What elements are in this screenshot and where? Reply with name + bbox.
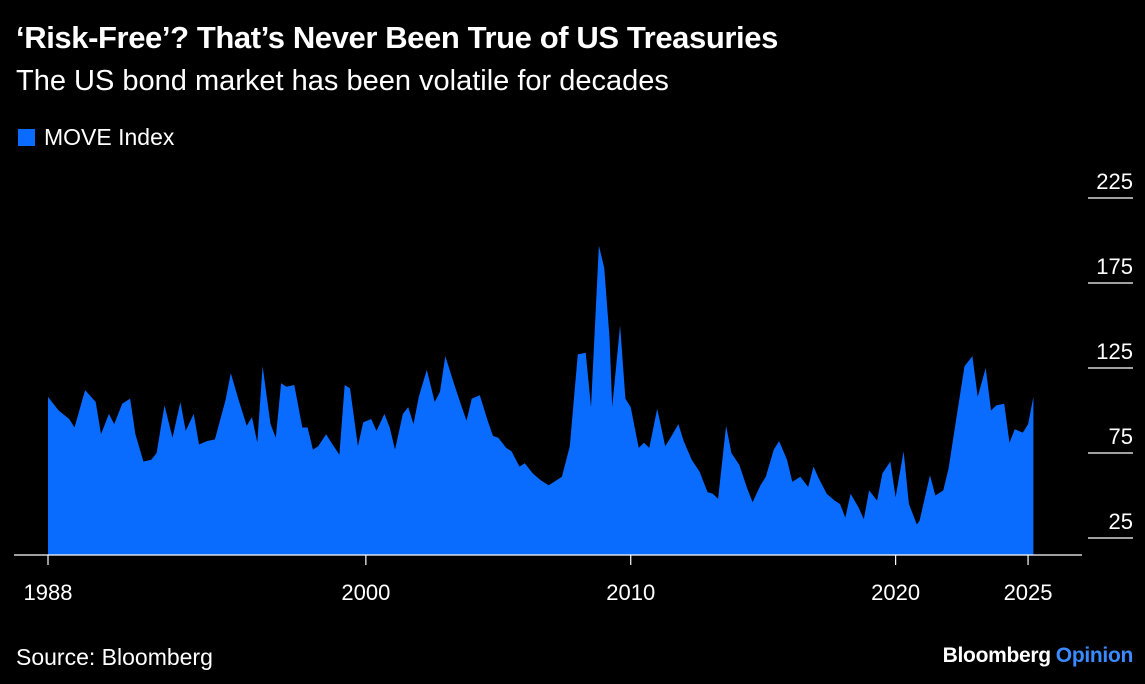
y-tick-label: 175 <box>1096 254 1133 279</box>
x-axis: 1988 2000 2010 2020 2025 <box>14 554 1082 605</box>
y-tick-label: 225 <box>1096 169 1133 194</box>
series-layer <box>48 245 1034 555</box>
x-tick-label: 2010 <box>606 580 655 605</box>
x-tick-label: 2000 <box>341 580 390 605</box>
chart-subtitle: The US bond market has been volatile for… <box>16 65 669 97</box>
legend-swatch <box>18 129 35 146</box>
y-tick-label: 125 <box>1096 339 1133 364</box>
x-tick-label: 2020 <box>871 580 920 605</box>
x-tick-label: 1988 <box>24 580 73 605</box>
x-tick-label: 2025 <box>1004 580 1053 605</box>
y-tick-label: 75 <box>1109 424 1133 449</box>
brand-main: Bloomberg <box>942 644 1051 667</box>
legend-label: MOVE Index <box>44 124 175 150</box>
source-note: Source: Bloomberg <box>16 644 213 670</box>
series-area-move-index <box>48 245 1034 555</box>
brand-sub: Opinion <box>1055 644 1134 667</box>
brand-logo: Bloomberg Opinion <box>942 644 1134 668</box>
chart-title: ‘Risk-Free’? That’s Never Been True of U… <box>16 20 778 55</box>
y-tick-label: 25 <box>1109 509 1133 534</box>
y-axis: 25 75 125 175 225 <box>1088 169 1133 539</box>
legend: MOVE Index <box>18 124 174 151</box>
